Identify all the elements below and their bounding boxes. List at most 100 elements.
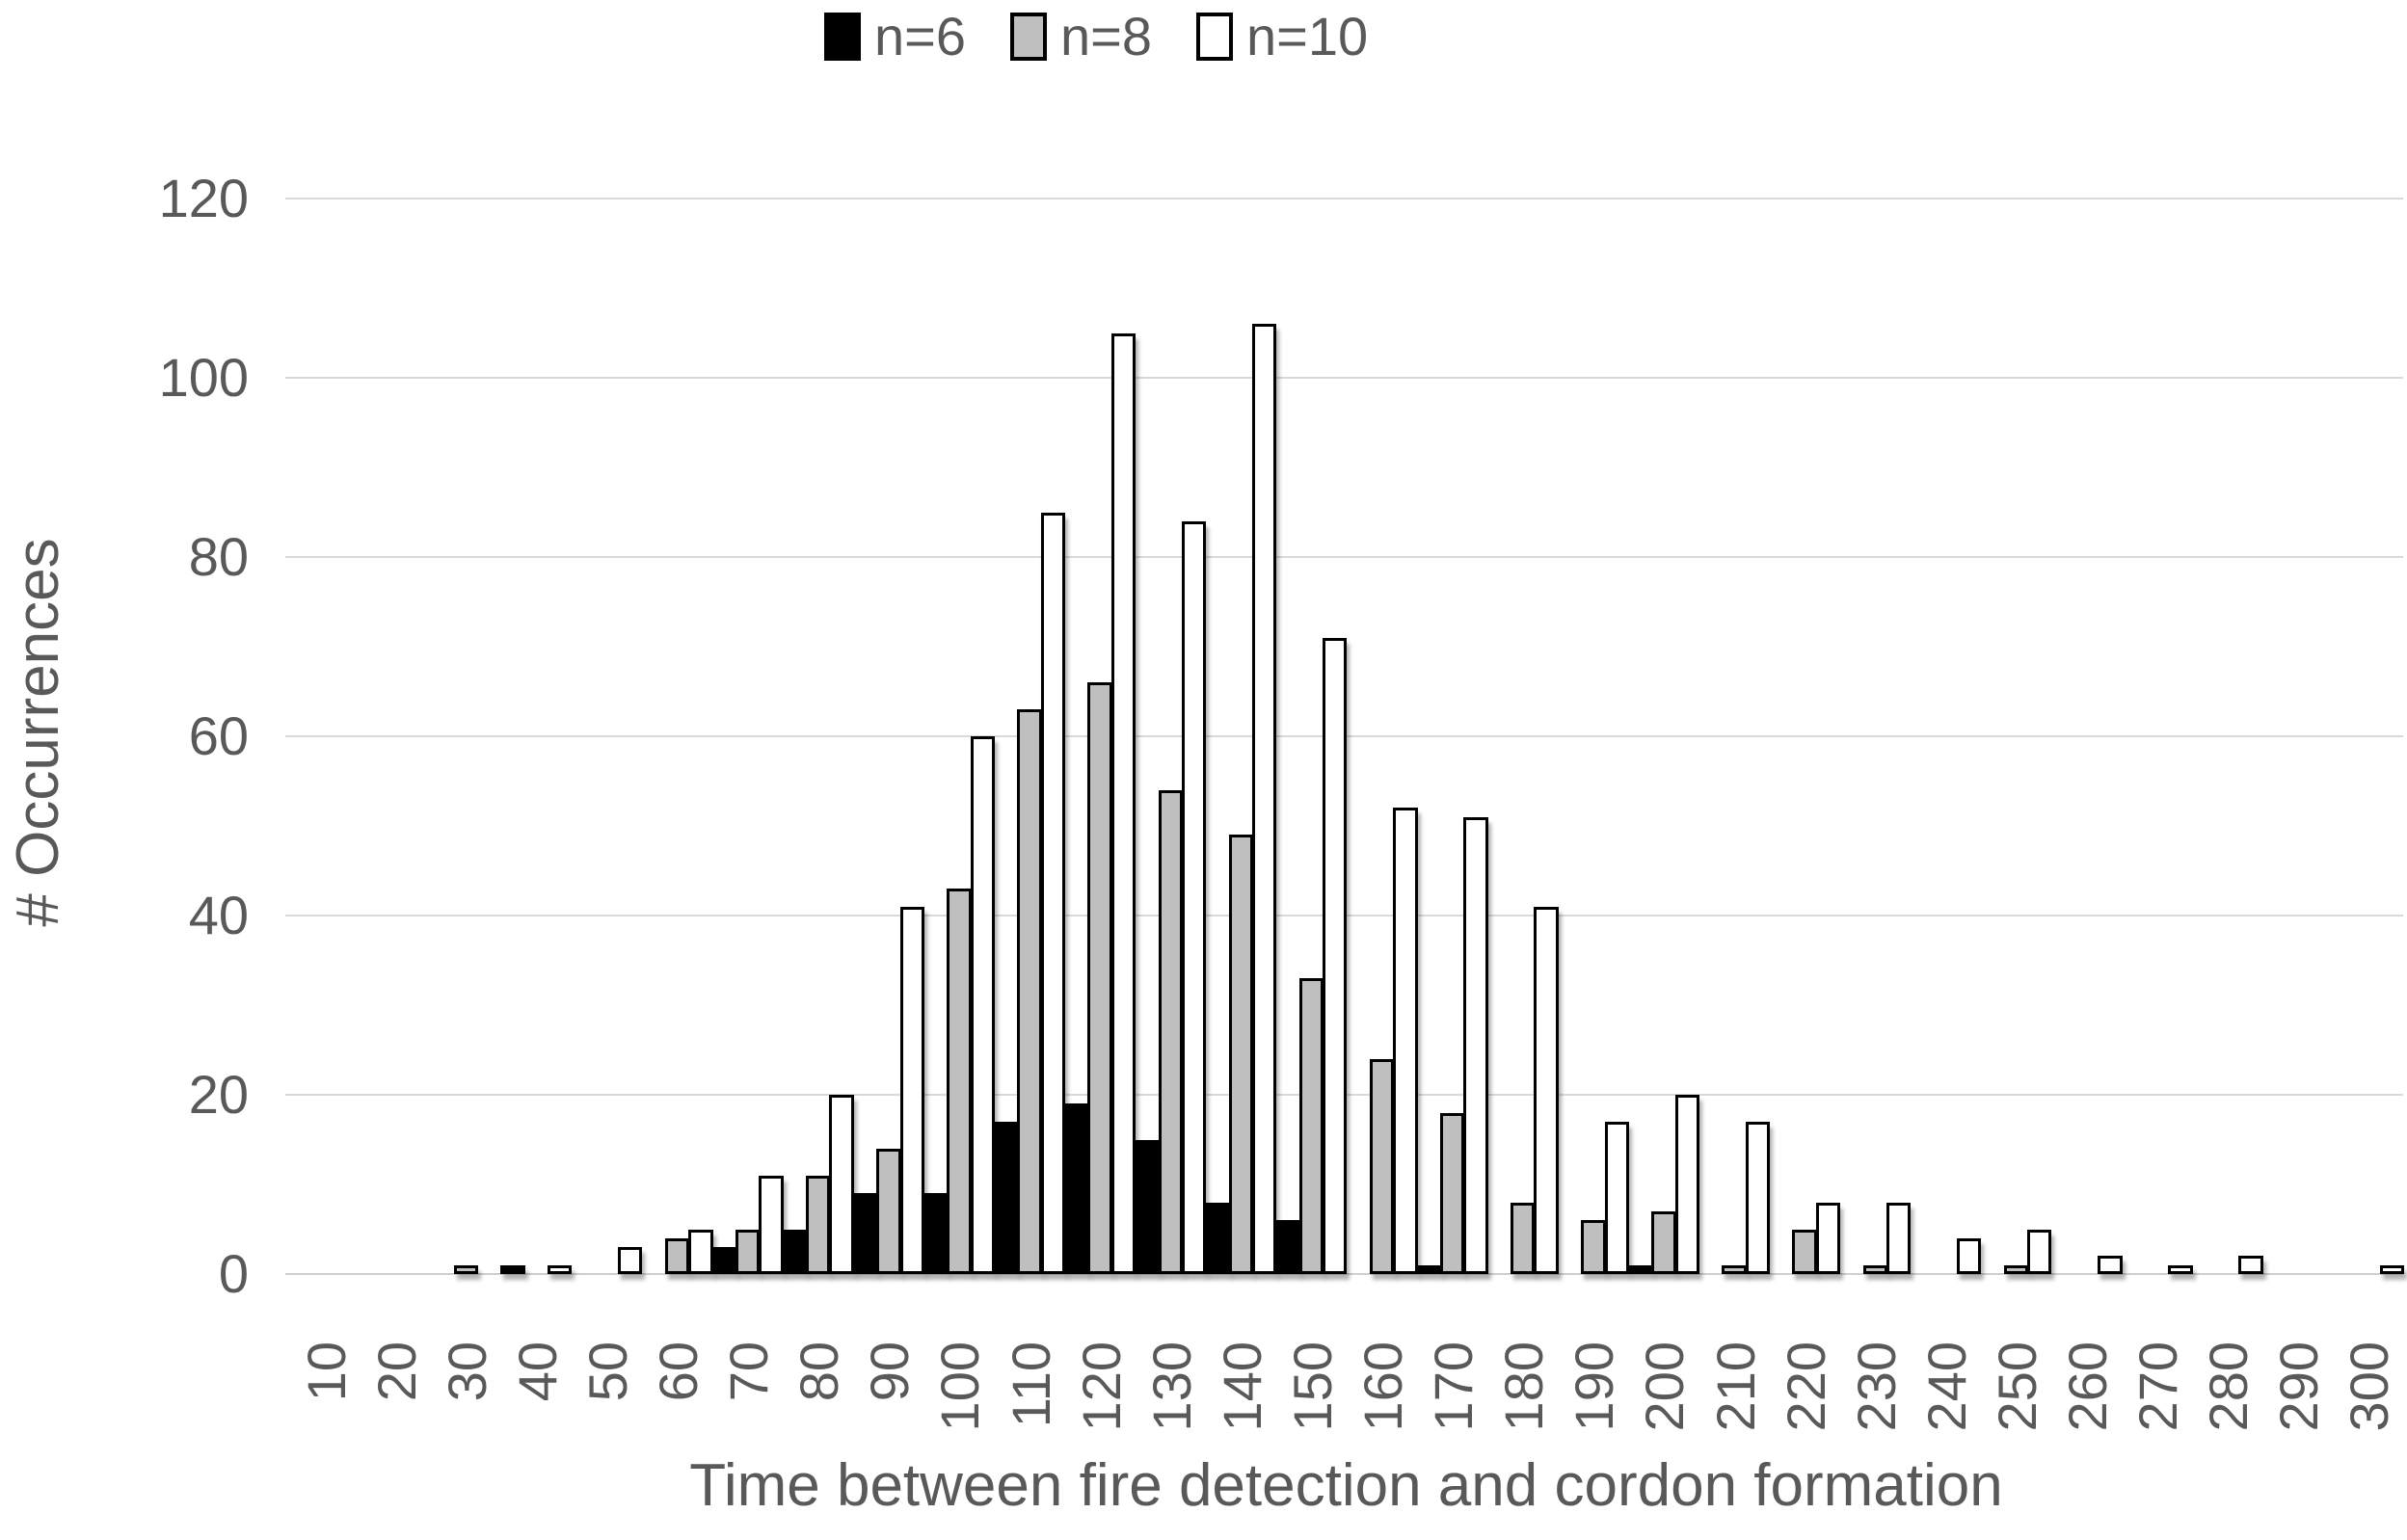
y-tick-label: 100 — [158, 347, 249, 408]
bar-n=10-120 — [1110, 332, 1137, 1274]
bar-n=8-110 — [1017, 709, 1042, 1274]
x-tick-label: 270 — [2127, 1341, 2189, 1432]
bar-n=10-210 — [1745, 1121, 1771, 1274]
bar-n=8-200 — [1651, 1210, 1676, 1274]
bar-n=6-200 — [1627, 1264, 1653, 1274]
bar-n=6-130 — [1135, 1139, 1160, 1274]
bar-n=8-60 — [664, 1237, 690, 1274]
bar-n=8-160 — [1369, 1058, 1395, 1274]
bar-n=10-230 — [1885, 1202, 1912, 1274]
bar-n=6-80 — [782, 1229, 808, 1274]
bar-n=10-70 — [759, 1175, 784, 1274]
y-tick-label: 40 — [188, 885, 249, 945]
y-tick-label: 0 — [218, 1243, 249, 1304]
bar-n=8-150 — [1298, 978, 1324, 1274]
x-tick-label: 210 — [1704, 1341, 1766, 1432]
x-tick-label: 300 — [2339, 1341, 2400, 1432]
bar-n=8-30 — [453, 1264, 478, 1274]
bar-n=8-190 — [1581, 1220, 1606, 1274]
x-tick-label: 80 — [789, 1341, 850, 1402]
x-tick-label: 190 — [1564, 1341, 1625, 1432]
bar-n=10-100 — [970, 736, 995, 1274]
legend-swatch-n8-icon — [1010, 13, 1047, 61]
x-tick-label: 120 — [1070, 1341, 1132, 1432]
x-tick-label: 170 — [1423, 1341, 1484, 1432]
x-tick-label: 230 — [1845, 1341, 1907, 1432]
y-tick-label: 60 — [188, 705, 249, 766]
x-tick-label: 40 — [506, 1341, 568, 1402]
bar-n=10-50 — [618, 1247, 643, 1274]
x-tick-label: 50 — [576, 1341, 638, 1402]
bar-n=8-120 — [1087, 682, 1112, 1274]
x-tick-label: 60 — [648, 1341, 709, 1402]
x-axis-title: Time between fire detection and cordon f… — [689, 1452, 2003, 1519]
x-tick-label: 110 — [1000, 1341, 1061, 1428]
bar-n=10-60 — [688, 1229, 713, 1274]
gridline — [285, 556, 2403, 558]
x-tick-label: 200 — [1634, 1341, 1696, 1432]
bar-n=10-250 — [2027, 1229, 2052, 1274]
x-tick-label: 280 — [2198, 1341, 2260, 1432]
legend: n=6 n=8 n=10 — [824, 6, 1368, 67]
x-tick-label: 240 — [1915, 1341, 1977, 1432]
bar-n=8-210 — [1722, 1264, 1747, 1274]
bar-n=6-110 — [994, 1121, 1019, 1274]
x-tick-label: 250 — [1986, 1341, 2047, 1432]
bar-n=8-250 — [2003, 1264, 2029, 1274]
bar-n=6-150 — [1275, 1220, 1300, 1274]
gridline — [285, 198, 2403, 199]
x-tick-label: 10 — [295, 1341, 357, 1402]
legend-item-n6: n=6 — [824, 6, 966, 67]
bar-n=6-170 — [1416, 1264, 1441, 1274]
x-tick-label: 150 — [1281, 1341, 1343, 1432]
bar-n=10-270 — [2168, 1264, 2193, 1274]
legend-item-n8: n=8 — [1010, 6, 1152, 67]
legend-label: n=10 — [1246, 6, 1369, 66]
x-tick-label: 30 — [436, 1341, 497, 1402]
x-tick-label: 290 — [2268, 1341, 2330, 1432]
bar-n=6-100 — [923, 1193, 949, 1274]
bar-n=10-260 — [2098, 1256, 2123, 1274]
bar-n=8-220 — [1792, 1229, 1817, 1274]
bar-n=10-130 — [1181, 520, 1207, 1274]
bar-n=10-180 — [1534, 906, 1559, 1274]
x-tick-label: 260 — [2057, 1341, 2119, 1432]
legend-label: n=8 — [1060, 6, 1152, 66]
bar-n=10-160 — [1393, 808, 1418, 1274]
legend-label: n=6 — [874, 6, 966, 66]
gridline — [285, 377, 2403, 379]
bar-n=8-70 — [735, 1229, 761, 1274]
y-tick-label: 120 — [158, 168, 249, 228]
x-axis-line — [285, 1273, 2403, 1275]
bar-n=8-80 — [806, 1175, 831, 1274]
bar-n=10-170 — [1463, 816, 1488, 1274]
bar-n=6-90 — [852, 1193, 878, 1274]
bar-n=10-40 — [548, 1264, 573, 1274]
bar-n=8-130 — [1158, 789, 1183, 1274]
bar-n=6-70 — [711, 1247, 736, 1274]
bar-n=8-230 — [1862, 1264, 1887, 1274]
bar-n=8-180 — [1511, 1202, 1536, 1274]
bar-n=10-140 — [1252, 324, 1277, 1274]
bar-n=10-220 — [1815, 1202, 1841, 1274]
legend-item-n10: n=10 — [1196, 6, 1368, 67]
bar-n=8-170 — [1439, 1112, 1465, 1274]
x-tick-label: 90 — [859, 1341, 921, 1402]
x-tick-label: 160 — [1352, 1341, 1414, 1432]
bar-n=10-110 — [1040, 512, 1066, 1274]
bar-n=8-100 — [947, 889, 972, 1274]
x-tick-label: 70 — [718, 1341, 780, 1402]
bar-n=10-80 — [829, 1095, 854, 1274]
bar-n=6-40 — [500, 1264, 525, 1274]
bar-n=6-120 — [1064, 1103, 1089, 1274]
bar-n=10-90 — [899, 906, 924, 1274]
bar-n=10-150 — [1323, 637, 1348, 1274]
bar-n=10-280 — [2238, 1256, 2263, 1274]
y-tick-label: 20 — [188, 1064, 249, 1125]
legend-swatch-n10-icon — [1196, 13, 1233, 61]
x-tick-label: 20 — [365, 1341, 427, 1402]
x-tick-label: 130 — [1140, 1341, 1202, 1432]
y-tick-label: 80 — [188, 526, 249, 587]
bar-n=10-300 — [2379, 1264, 2404, 1274]
